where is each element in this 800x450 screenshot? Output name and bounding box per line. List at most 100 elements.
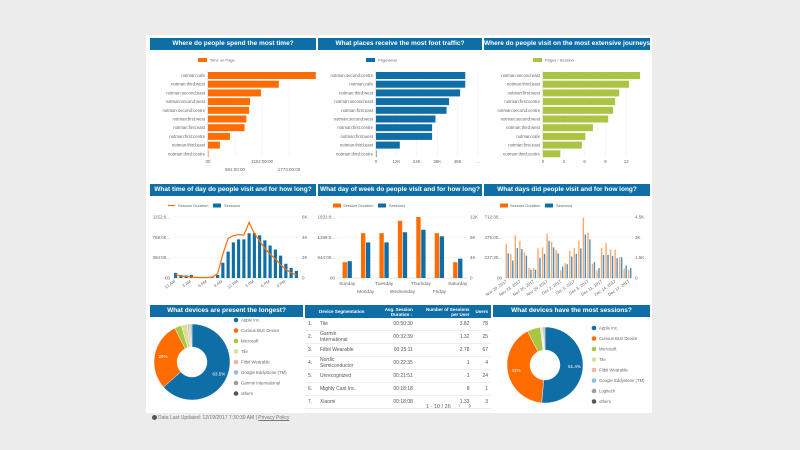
- category-label: notman:first:west: [341, 134, 374, 139]
- table-row[interactable]: 5. Unrecognized 00:21:51 1 24: [305, 369, 491, 383]
- legend-label: Apple Inc.: [241, 318, 260, 323]
- panel-title-devices-sessions: What devices have the most sessions?: [493, 305, 650, 317]
- device-name: Xiaomi: [317, 395, 368, 409]
- slice-label: 51.4%: [568, 364, 581, 369]
- prev-page-button[interactable]: ‹: [458, 401, 461, 410]
- legend-label: Session Duration: [343, 203, 373, 208]
- legend-dot: [591, 325, 597, 331]
- x-tick-label: 6: [583, 159, 586, 164]
- category-label: notman:second:centre: [330, 73, 373, 78]
- avg-duration: 00:50:30: [367, 318, 416, 331]
- category-label: notman:second:east: [501, 73, 541, 78]
- bar-sessions: [552, 247, 555, 278]
- col-device[interactable]: Device Segmentation: [305, 305, 368, 318]
- category-label: notman:cafe: [181, 73, 205, 78]
- legend-label: Sessions: [556, 203, 572, 208]
- bar: [208, 141, 220, 149]
- category-label: notman:third:west: [339, 90, 374, 95]
- bar: [376, 115, 436, 123]
- legend-dot: [591, 399, 597, 404]
- bar: [543, 124, 593, 132]
- col-sessions-per-user[interactable]: Number of Sessions per User: [415, 305, 473, 318]
- bar: [376, 72, 466, 79]
- table-row[interactable]: 1. Tile 00:50:30 3.82 78: [305, 318, 491, 331]
- donut-slice: [541, 326, 584, 404]
- bar-duration: [546, 233, 548, 278]
- bar-duration: [514, 235, 517, 278]
- slice-label: 29%: [159, 354, 168, 359]
- privacy-policy-link[interactable]: Privacy Policy: [258, 415, 290, 421]
- y-right-tick: 0: [470, 276, 473, 281]
- legend-label: Logitech: [599, 389, 616, 394]
- legend-swatch: [366, 58, 375, 62]
- y-left-tick: 00: [330, 276, 336, 281]
- x-tick-label: 9: [604, 159, 607, 164]
- sessions-per-user: 1.33: [415, 395, 473, 409]
- bar-sessions: [284, 263, 288, 278]
- bar-sessions: [258, 235, 262, 278]
- bar: [376, 132, 433, 140]
- table-row[interactable]: 6. Mighty Cast Inc. 00:18:18 8 1: [305, 382, 491, 396]
- col-users[interactable]: Users: [472, 305, 491, 318]
- legend-label: Time on Page: [210, 58, 236, 63]
- bar: [208, 98, 251, 106]
- last-updated: Data Last Updated: 12/19/2017 7:30:30 AM: [158, 415, 255, 421]
- category-label: notman:third:east: [507, 82, 541, 87]
- y-right-tick: 12K: [470, 215, 478, 220]
- table-row[interactable]: 4. Nordic Semiconductor 00:22:35 1 4: [305, 356, 491, 370]
- panel-title-days: What days did people visit and for how l…: [484, 184, 650, 196]
- y-left-tick: 1152:0...: [153, 215, 170, 220]
- legend-label: Fitbit Wearable: [241, 360, 270, 365]
- legend-swatch-sessions: [213, 203, 221, 208]
- x-tick-label: Tuesday: [375, 281, 394, 287]
- legend-label: Sessions: [224, 203, 240, 208]
- row-index: 5.: [305, 369, 317, 383]
- bar: [376, 106, 447, 114]
- x-tick-label: Friday: [433, 289, 447, 295]
- bar-duration: [550, 241, 553, 278]
- bar-duration: [623, 268, 625, 278]
- bar-sessions: [210, 277, 214, 278]
- bar-duration: [564, 262, 566, 278]
- table-row[interactable]: 3. Fitbit Wearable 00:25:11 2.78 67: [305, 343, 491, 357]
- bar-sessions: [247, 233, 251, 278]
- row-index: 1.: [305, 318, 317, 331]
- table-row[interactable]: 2. Garmin International 00:32:39 1.32 25: [305, 330, 491, 344]
- bar-sessions: [439, 236, 444, 278]
- category-label: notman:second:west: [334, 117, 374, 122]
- bar-duration: [569, 250, 571, 278]
- col-avg-duration[interactable]: Avg. Session Duration ↓: [367, 305, 416, 318]
- avg-duration: 00:25:11: [367, 343, 416, 357]
- bar-sessions: [598, 268, 600, 278]
- page-range: 1 - 10 / 26: [426, 404, 451, 410]
- bar-sessions: [616, 258, 618, 278]
- bar: [208, 80, 279, 88]
- bar: [376, 124, 433, 132]
- legend-label: Pages / Session: [545, 58, 574, 63]
- bar-duration: [523, 252, 526, 278]
- bar-sessions: [279, 255, 283, 278]
- device-name: Unrecognized: [317, 369, 368, 383]
- bar-sessions: [237, 239, 241, 278]
- legend-dot: [591, 346, 597, 352]
- bar-sessions: [507, 253, 509, 278]
- bar: [208, 132, 230, 140]
- info-icon: [152, 415, 157, 421]
- bar-sessions: [512, 260, 514, 278]
- category-label: notman:first:centre: [504, 99, 540, 104]
- x-tick-label: 36K: [433, 159, 441, 164]
- x-tick-label: Wednesday: [390, 289, 416, 295]
- next-page-button[interactable]: ›: [468, 401, 472, 410]
- x-tick-label: 24K: [413, 159, 421, 164]
- legend-label: Pageviews: [378, 58, 397, 63]
- bar-sessions: [365, 242, 371, 278]
- category-label: notman:cafe: [349, 82, 373, 87]
- users: 78: [472, 318, 491, 331]
- users: 25: [472, 330, 491, 344]
- table-row[interactable]: 7. Xiaomi 00:18:08 1.33 3: [305, 395, 491, 409]
- y-left-tick: 00: [497, 276, 503, 281]
- avg-duration: 00:21:51: [367, 369, 416, 383]
- legend-swatch-sessions: [545, 203, 553, 208]
- bar-sessions: [530, 269, 532, 278]
- donut-slice: [153, 327, 186, 388]
